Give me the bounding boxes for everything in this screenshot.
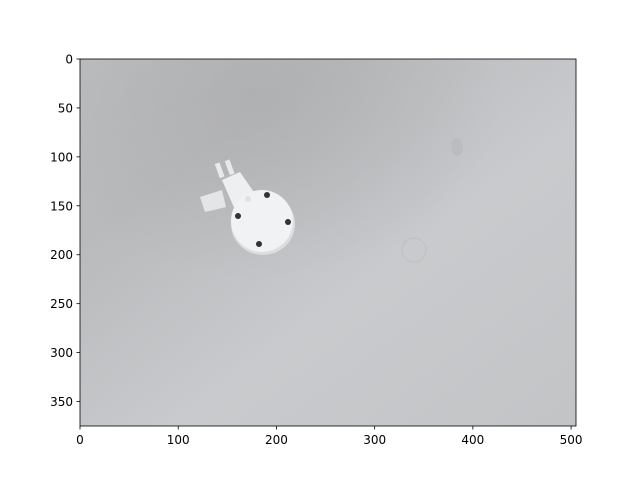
y-tick-label: 350 [50,395,73,409]
y-tick-label: 50 [58,101,73,115]
x-tick-label: 200 [265,433,288,447]
x-tick-label: 0 [76,433,84,447]
x-tick-label: 100 [167,433,190,447]
x-tick-label: 300 [363,433,386,447]
photo [80,59,576,426]
y-tick-label: 250 [50,297,73,311]
y-tick-label: 0 [65,53,73,67]
x-tick-label: 500 [560,433,583,447]
y-tick-label: 200 [50,248,73,262]
x-tick-label: 400 [461,433,484,447]
axes-frame [79,58,577,427]
y-tick-label: 300 [50,346,73,360]
y-tick-label: 150 [50,199,73,213]
y-tick-label: 100 [50,150,73,164]
